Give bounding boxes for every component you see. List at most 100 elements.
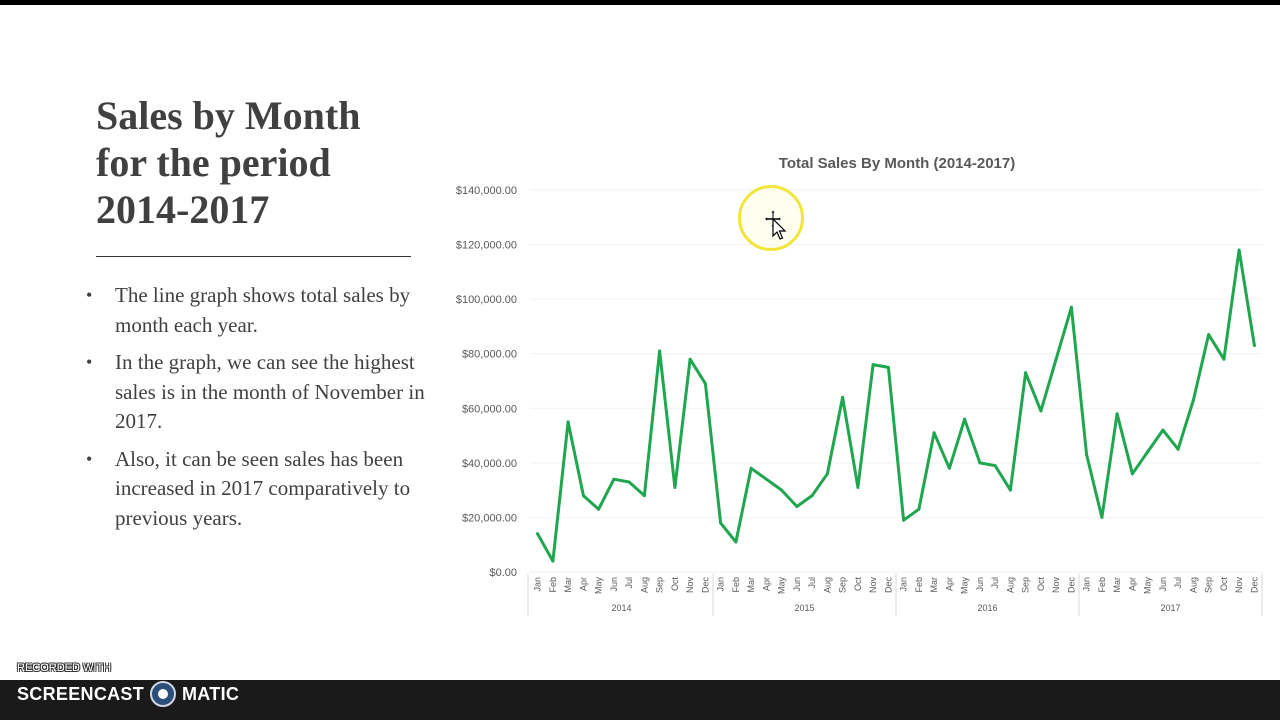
x-tick-label: Oct xyxy=(1219,577,1229,592)
x-tick-label: Jun xyxy=(1158,577,1168,592)
bullet-text: Also, it can be seen sales has been incr… xyxy=(115,446,411,530)
x-tick-label: Jun xyxy=(609,577,619,592)
data-point xyxy=(1069,305,1073,309)
data-point xyxy=(1085,453,1089,457)
data-point xyxy=(795,505,799,508)
sales-line-chart: Total Sales By Month (2014-2017) $0.00 $20… xyxy=(456,155,1263,616)
x-tick-label: Dec xyxy=(700,577,710,594)
x-tick-label: Jun xyxy=(792,577,802,592)
data-point xyxy=(1100,515,1104,519)
data-point xyxy=(551,559,555,563)
bullet-item: • The line graph shows total sales by mon… xyxy=(86,281,431,340)
title-divider xyxy=(96,256,411,257)
year-label: 2016 xyxy=(977,603,997,613)
x-tick-label: Dec xyxy=(883,577,893,594)
move-cursor-icon xyxy=(764,210,787,240)
y-tick-label: $100,000.00 xyxy=(456,294,517,306)
x-tick-label: May xyxy=(1143,577,1153,595)
x-tick-label: Feb xyxy=(731,577,741,593)
x-tick-label: May xyxy=(960,577,970,595)
year-label: 2015 xyxy=(794,603,814,613)
data-point xyxy=(902,518,906,522)
bullet-list: • The line graph shows total sales by mon… xyxy=(86,281,431,541)
data-point xyxy=(612,477,616,481)
x-tick-label: Aug xyxy=(639,577,649,593)
y-tick-label: $0.00 xyxy=(489,567,517,579)
data-point xyxy=(1237,248,1241,252)
data-point xyxy=(825,472,829,476)
y-tick-label: $20,000.00 xyxy=(462,512,517,524)
data-point xyxy=(1222,357,1226,361)
data-point xyxy=(993,464,997,468)
bullet-dot-icon: • xyxy=(86,285,93,305)
data-point xyxy=(688,357,692,361)
data-point xyxy=(581,494,585,498)
x-tick-label: Dec xyxy=(1066,577,1076,594)
x-tick-label: Apr xyxy=(1127,577,1137,591)
data-point xyxy=(673,485,677,489)
x-tick-label: Jan xyxy=(899,577,909,592)
x-tick-label: Jun xyxy=(975,577,985,592)
y-tick-label: $120,000.00 xyxy=(456,240,517,252)
bullet-dot-icon: • xyxy=(86,352,93,372)
x-tick-label: Nov xyxy=(1051,577,1061,594)
data-point xyxy=(1146,450,1150,454)
data-point xyxy=(627,480,631,484)
bullet-item: • Also, it can be seen sales has been inc… xyxy=(86,445,431,534)
bullet-text: The line graph shows total sales by mont… xyxy=(115,283,411,337)
data-point xyxy=(642,494,646,498)
data-point xyxy=(1130,472,1134,476)
data-point xyxy=(1252,344,1256,347)
slide-title-line: for the period xyxy=(96,140,331,185)
slide-title-line: Sales by Month xyxy=(96,93,361,138)
top-border xyxy=(0,0,1280,5)
sales-series-line xyxy=(536,248,1256,563)
data-point xyxy=(734,540,738,544)
data-point xyxy=(764,477,768,481)
data-point xyxy=(871,363,875,367)
bullet-dot-icon: • xyxy=(86,448,93,469)
x-tick-label: Jul xyxy=(807,577,817,589)
x-tick-label: Jan xyxy=(533,577,543,592)
data-point xyxy=(780,488,784,492)
y-tick-label: $40,000.00 xyxy=(462,458,517,470)
x-tick-label: Sep xyxy=(838,577,848,593)
bullet-item: • In the graph, we can see the highest sa… xyxy=(86,348,431,437)
data-point xyxy=(917,507,921,511)
x-tick-label: May xyxy=(777,577,787,595)
data-point xyxy=(1176,447,1180,451)
y-tick-label: $140,000.00 xyxy=(456,185,517,197)
x-tick-label: Jan xyxy=(716,577,726,592)
x-tick-label: Mar xyxy=(563,577,573,593)
x-tick-label: Sep xyxy=(1204,577,1214,593)
x-tick-label: Mar xyxy=(1112,577,1122,593)
x-tick-label: Jul xyxy=(1173,577,1183,589)
data-point xyxy=(749,466,753,470)
screencast-o-matic-logo-icon xyxy=(150,681,177,707)
data-point xyxy=(536,532,540,536)
x-tick-label: Mar xyxy=(746,577,756,593)
slide-title-line: 2014-2017 xyxy=(96,187,270,232)
x-tick-label: Nov xyxy=(685,577,695,594)
data-point xyxy=(658,349,662,353)
recorder-bar xyxy=(0,680,1280,720)
data-point xyxy=(1054,357,1058,361)
x-tick-label: Feb xyxy=(914,577,924,593)
data-point xyxy=(932,431,936,435)
x-tick-label: Dec xyxy=(1249,577,1259,594)
data-point xyxy=(856,485,860,489)
recorded-with-label: RECORDED WITH xyxy=(17,662,112,674)
chart-title: Total Sales By Month (2014-2017) xyxy=(779,155,1015,172)
data-point xyxy=(947,466,951,470)
year-label: 2014 xyxy=(611,603,631,613)
data-point xyxy=(1191,398,1195,402)
x-tick-label: May xyxy=(594,577,604,595)
x-tick-label: Sep xyxy=(1021,577,1031,593)
x-tick-label: Feb xyxy=(1097,577,1107,593)
x-tick-label: Sep xyxy=(655,577,665,593)
data-point xyxy=(810,494,814,498)
bullet-text: In the graph, we can see the highest sal… xyxy=(115,350,425,433)
data-point xyxy=(1024,371,1028,375)
data-point xyxy=(1008,488,1012,492)
y-tick-label: $80,000.00 xyxy=(462,349,517,361)
